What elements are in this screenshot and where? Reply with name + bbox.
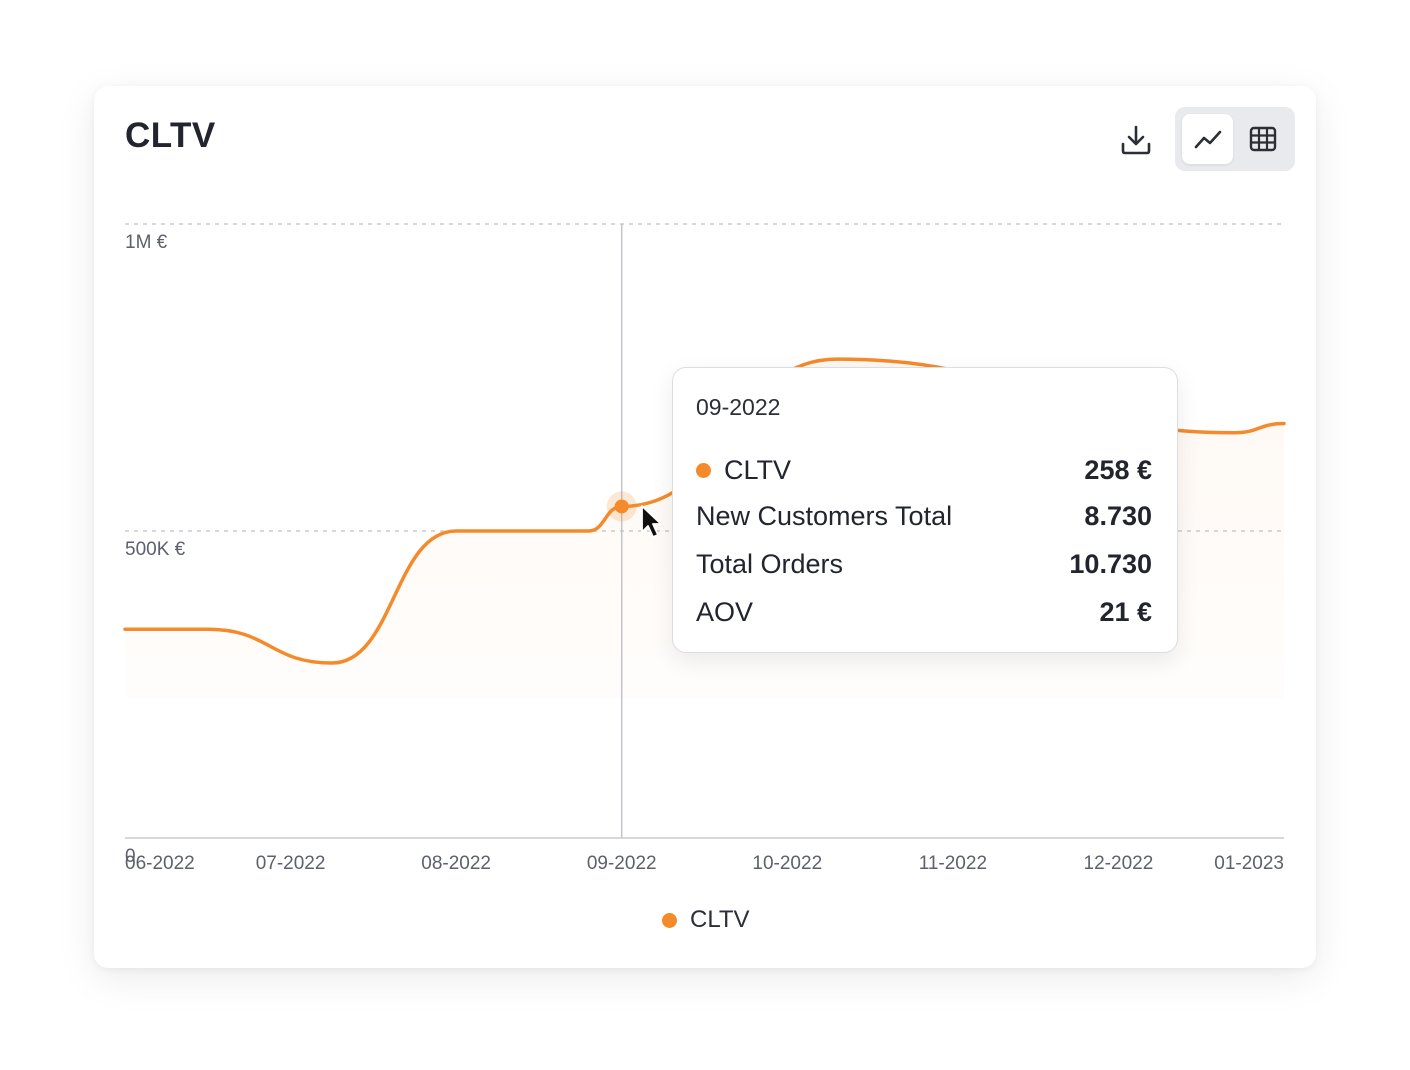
cltv-series-dot [696, 462, 711, 478]
tooltip-row-cltv: CLTV 258 € [696, 453, 1152, 487]
tooltip-row-new-customers: New Customers Total 8.730 [696, 499, 1152, 533]
y-tick-label: 500K € [125, 539, 186, 560]
tooltip-label: AOV [696, 596, 754, 627]
x-tick-label: 10-2022 [752, 853, 822, 874]
download-button[interactable] [1114, 120, 1158, 160]
line-view-button[interactable] [1182, 114, 1233, 164]
hover-point [614, 499, 629, 514]
table-view-button[interactable] [1237, 114, 1288, 164]
tooltip-value: 258 € [1084, 454, 1152, 485]
legend-dot-cltv [662, 912, 677, 928]
tooltip-label: New Customers Total [696, 500, 953, 531]
tooltip-row-total-orders: Total Orders 10.730 [696, 547, 1152, 581]
download-icon [1121, 125, 1151, 155]
x-tick-label: 11-2022 [919, 853, 987, 874]
y-tick-label: 1M € [125, 232, 168, 253]
tooltip-date: 09-2022 [696, 394, 781, 420]
page-title: CLTV [125, 116, 216, 155]
chart-legend[interactable]: CLTV [662, 906, 750, 934]
x-tick-label: 12-2022 [1084, 853, 1154, 874]
table-grid-icon [1249, 126, 1276, 152]
x-tick-label: 08-2022 [421, 853, 491, 874]
tooltip-value: 10.730 [1069, 548, 1152, 579]
mouse-pointer-icon [641, 505, 662, 538]
x-tick-label: 06-2022 [125, 853, 195, 874]
tooltip-label: CLTV [724, 454, 792, 485]
x-tick-label: 09-2022 [587, 853, 657, 874]
view-toggle [1175, 107, 1295, 171]
x-tick-label: 01-2023 [1214, 853, 1284, 874]
tooltip-value: 21 € [1099, 596, 1152, 627]
tooltip-value: 8.730 [1084, 500, 1152, 531]
hover-point-marker [606, 491, 637, 522]
cltv-chart-card: CLTV [94, 86, 1316, 968]
y-tick-label: 0 [125, 846, 136, 867]
tooltip-label: Total Orders [696, 548, 844, 579]
x-tick-label: 07-2022 [256, 853, 326, 874]
legend-label-cltv: CLTV [690, 906, 750, 933]
chart-tooltip: 09-2022 CLTV 258 € New Customers Total 8… [672, 367, 1178, 653]
line-chart-icon [1194, 130, 1221, 149]
tooltip-row-aov: AOV 21 € [696, 595, 1152, 629]
